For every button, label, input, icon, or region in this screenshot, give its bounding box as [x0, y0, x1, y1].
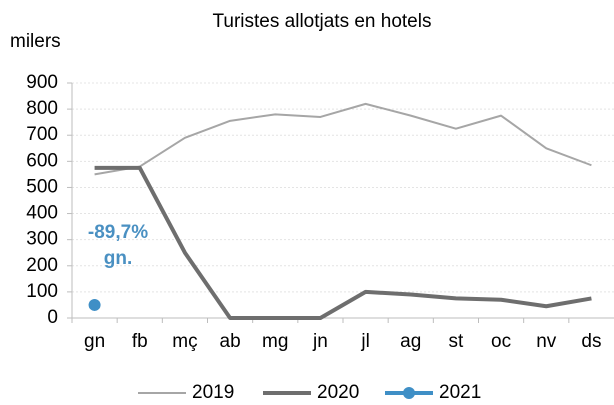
x-tick-label: ag [400, 331, 421, 352]
x-tick-label: ab [220, 331, 241, 352]
y-tick-label: 200 [26, 255, 58, 276]
x-tick-label: jl [360, 331, 369, 352]
series-line [94, 165, 592, 320]
y-tick-label: 800 [26, 98, 58, 119]
y-tick-label: 0 [47, 307, 58, 328]
chart-title: Turistes allotjats en hotels [213, 11, 432, 32]
y-axis-label: milers [10, 31, 61, 52]
legend-label: 2021 [439, 382, 481, 403]
y-tick-label: 100 [26, 281, 58, 302]
legend-marker [403, 387, 415, 399]
x-tick-label: st [449, 331, 465, 352]
x-tick-label: jn [312, 331, 328, 352]
x-tick-label: nv [536, 331, 557, 352]
point [88, 298, 101, 311]
annotation: -89,7% [88, 222, 148, 243]
y-tick-label: 400 [26, 203, 58, 224]
x-tick-label: fb [132, 331, 148, 352]
annotation: gn. [104, 248, 133, 269]
y-tick-label: 900 [26, 72, 58, 93]
legend-label: 2020 [317, 382, 359, 403]
x-tick-label: mg [262, 331, 288, 352]
x-tick-label: mç [172, 331, 197, 352]
x-tick-label: gn [84, 331, 105, 352]
y-tick-label: 700 [26, 124, 58, 145]
series-line [94, 102, 592, 176]
x-tick-label: ds [581, 331, 601, 352]
y-tick-label: 500 [26, 176, 58, 197]
legend-label: 2019 [192, 382, 234, 403]
x-tick-label: oc [491, 331, 511, 352]
y-tick-label: 600 [26, 150, 58, 171]
y-tick-label: 300 [26, 229, 58, 250]
